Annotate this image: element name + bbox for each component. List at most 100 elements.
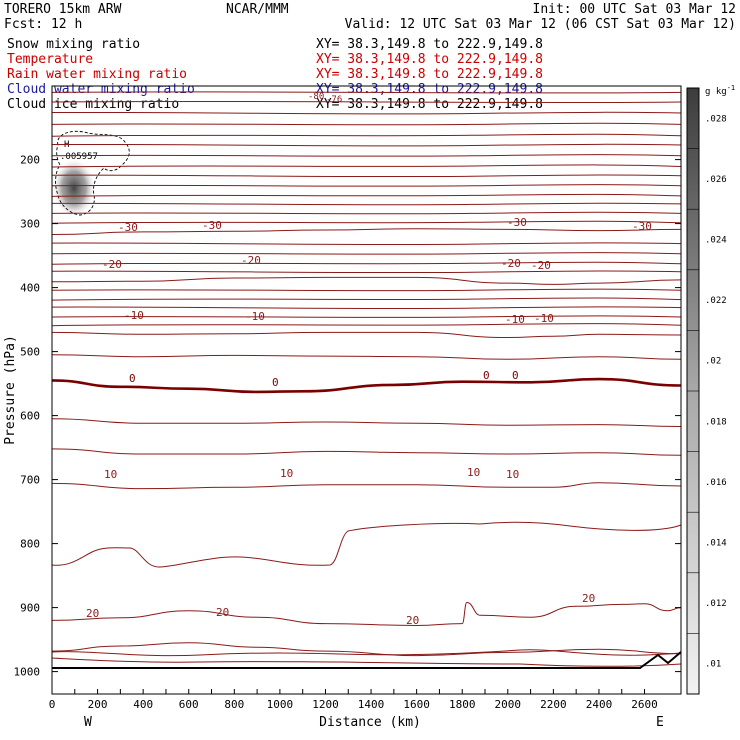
isotherm--10 bbox=[51, 331, 682, 339]
isotherm-10 bbox=[51, 482, 682, 490]
label-minus30-1: -30 bbox=[118, 221, 138, 234]
colorbar-tick-label: .024 bbox=[705, 236, 727, 246]
label-minus20-4: -20 bbox=[531, 259, 551, 272]
label-zero-1: 0 bbox=[129, 372, 136, 385]
y-axis-title: Pressure (hPa) bbox=[3, 335, 18, 445]
y-tick-label: 800 bbox=[20, 538, 40, 551]
top-isotherm-line bbox=[51, 91, 682, 94]
x-tick-label: 2200 bbox=[540, 698, 567, 711]
intermediate-isotherm bbox=[51, 354, 682, 360]
y-tick-label: 600 bbox=[20, 410, 40, 423]
y-tick-label: 400 bbox=[20, 282, 40, 295]
isotherm-20 bbox=[51, 601, 682, 627]
label-20-3: 20 bbox=[406, 614, 419, 627]
label-minus20-2: -20 bbox=[241, 254, 261, 267]
colorbar-tick-label: .014 bbox=[705, 539, 727, 549]
x-right-end-label: E bbox=[656, 715, 664, 730]
x-tick-label: 2600 bbox=[631, 698, 658, 711]
header: TORERO 15km ARW NCAR/MMM Init: 00 UTC Sa… bbox=[4, 2, 736, 32]
label-minus30-3: -30 bbox=[507, 216, 527, 229]
upper-isotherm-line bbox=[51, 220, 682, 224]
x-axis-title: Distance (km) bbox=[319, 715, 421, 730]
label-minus10-2: -10 bbox=[245, 310, 265, 323]
label-top-1: -80 bbox=[308, 92, 324, 102]
isotherm-labels: -30 -30 -30 -30 -20 -20 -20 -20 -10 -10 … bbox=[86, 92, 652, 627]
upper-isotherm-line bbox=[51, 323, 682, 327]
label-minus30-4: -30 bbox=[632, 220, 652, 233]
isotherm-layer bbox=[51, 228, 682, 627]
colorbar-tick-label: .028 bbox=[705, 114, 727, 124]
y-tick-label: 300 bbox=[20, 218, 40, 231]
intermediate-isotherm bbox=[51, 418, 682, 427]
label-10-4: 10 bbox=[506, 468, 519, 481]
field-label-cloud-water: Cloud water mixing ratio bbox=[7, 82, 195, 97]
upper-isotherm-line bbox=[51, 297, 682, 301]
label-10-3: 10 bbox=[467, 466, 480, 479]
upper-isotherm-line bbox=[51, 252, 682, 255]
isotherm-25b bbox=[51, 657, 682, 667]
intermediate-isotherm-lines bbox=[51, 354, 682, 657]
field-label-temperature: Temperature bbox=[7, 52, 93, 67]
upper-isotherm-line bbox=[51, 133, 682, 137]
high-label: H bbox=[64, 140, 69, 150]
x-tick-label: 1800 bbox=[449, 698, 476, 711]
label-10-2: 10 bbox=[280, 467, 293, 480]
isotherm--30 bbox=[51, 228, 682, 235]
label-minus10-3: -10 bbox=[505, 313, 525, 326]
colorbar-tick-label: .012 bbox=[705, 599, 727, 609]
x-tick-label: 2000 bbox=[495, 698, 522, 711]
upper-isotherm-line bbox=[51, 122, 682, 126]
colorbar-tick-label: .022 bbox=[705, 296, 727, 306]
x-tick-label: 1600 bbox=[403, 698, 430, 711]
intermediate-isotherm bbox=[51, 448, 682, 456]
label-10-1: 10 bbox=[104, 468, 117, 481]
field-xy-cloud-water: XY= 38.3,149.8 to 222.9,149.8 bbox=[316, 82, 543, 97]
upper-isotherm-line bbox=[51, 288, 682, 292]
x-axis: 0 200 400 600 800 1000 1200 1400 1600 1800 2000 220… bbox=[49, 689, 658, 711]
upper-isotherm-line bbox=[51, 270, 682, 274]
label-minus20-1: -20 bbox=[102, 258, 122, 271]
upper-isotherm-line bbox=[51, 111, 682, 115]
y-tick-label: 700 bbox=[20, 474, 40, 487]
upper-isotherm-line bbox=[51, 211, 682, 215]
terrain-line bbox=[52, 651, 682, 669]
top-isotherm-line bbox=[51, 100, 682, 104]
intermediate-isotherm bbox=[51, 642, 682, 657]
colorbar-tick-label: .018 bbox=[705, 417, 727, 427]
upper-isotherm-line bbox=[51, 202, 682, 206]
upper-isotherm-line bbox=[51, 143, 682, 147]
colorbar-ticks: .028 .026 .024 .022 .02 .018 .016 .014 .012 .01 bbox=[687, 87, 727, 695]
field-label-rain: Rain water mixing ratio bbox=[7, 67, 187, 82]
field-list: Snow mixing ratio XY= 38.3,149.8 to 222.… bbox=[7, 37, 543, 112]
x-left-end-label: W bbox=[84, 715, 92, 730]
x-tick-label: 600 bbox=[179, 698, 199, 711]
upper-isotherm-line bbox=[51, 242, 682, 246]
label-20-2: 20 bbox=[216, 606, 229, 619]
model-label: TORERO 15km ARW bbox=[4, 2, 122, 17]
upper-isotherm-line bbox=[51, 315, 682, 318]
y-tick-label: 1000 bbox=[14, 666, 41, 679]
x-tick-label: 2400 bbox=[586, 698, 613, 711]
colorbar-tick-label: .016 bbox=[705, 478, 727, 488]
y-tick-label: 200 bbox=[20, 154, 40, 167]
isotherm--20 bbox=[51, 276, 682, 285]
upper-isotherm-lines bbox=[51, 91, 682, 327]
x-tick-label: 0 bbox=[49, 698, 56, 711]
label-zero-4: 0 bbox=[512, 369, 519, 382]
init-label: Init: 00 UTC Sat 03 Mar 12 bbox=[533, 2, 737, 17]
center-label: NCAR/MMM bbox=[226, 2, 289, 17]
x-tick-label: 1400 bbox=[358, 698, 385, 711]
field-xy-snow: XY= 38.3,149.8 to 222.9,149.8 bbox=[316, 37, 543, 52]
y-tick-label: 500 bbox=[20, 346, 40, 359]
label-zero-2: 0 bbox=[272, 376, 279, 389]
field-label-snow: Snow mixing ratio bbox=[7, 37, 140, 52]
isotherm-0 bbox=[51, 377, 682, 394]
x-tick-label: 400 bbox=[133, 698, 153, 711]
x-tick-label: 800 bbox=[224, 698, 244, 711]
field-label-cloud-ice: Cloud ice mixing ratio bbox=[7, 97, 179, 112]
upper-isotherm-line bbox=[51, 261, 682, 265]
upper-isotherm-line bbox=[51, 164, 682, 168]
max-value-label: .005957 bbox=[60, 152, 98, 162]
plot-frame bbox=[51, 85, 682, 695]
